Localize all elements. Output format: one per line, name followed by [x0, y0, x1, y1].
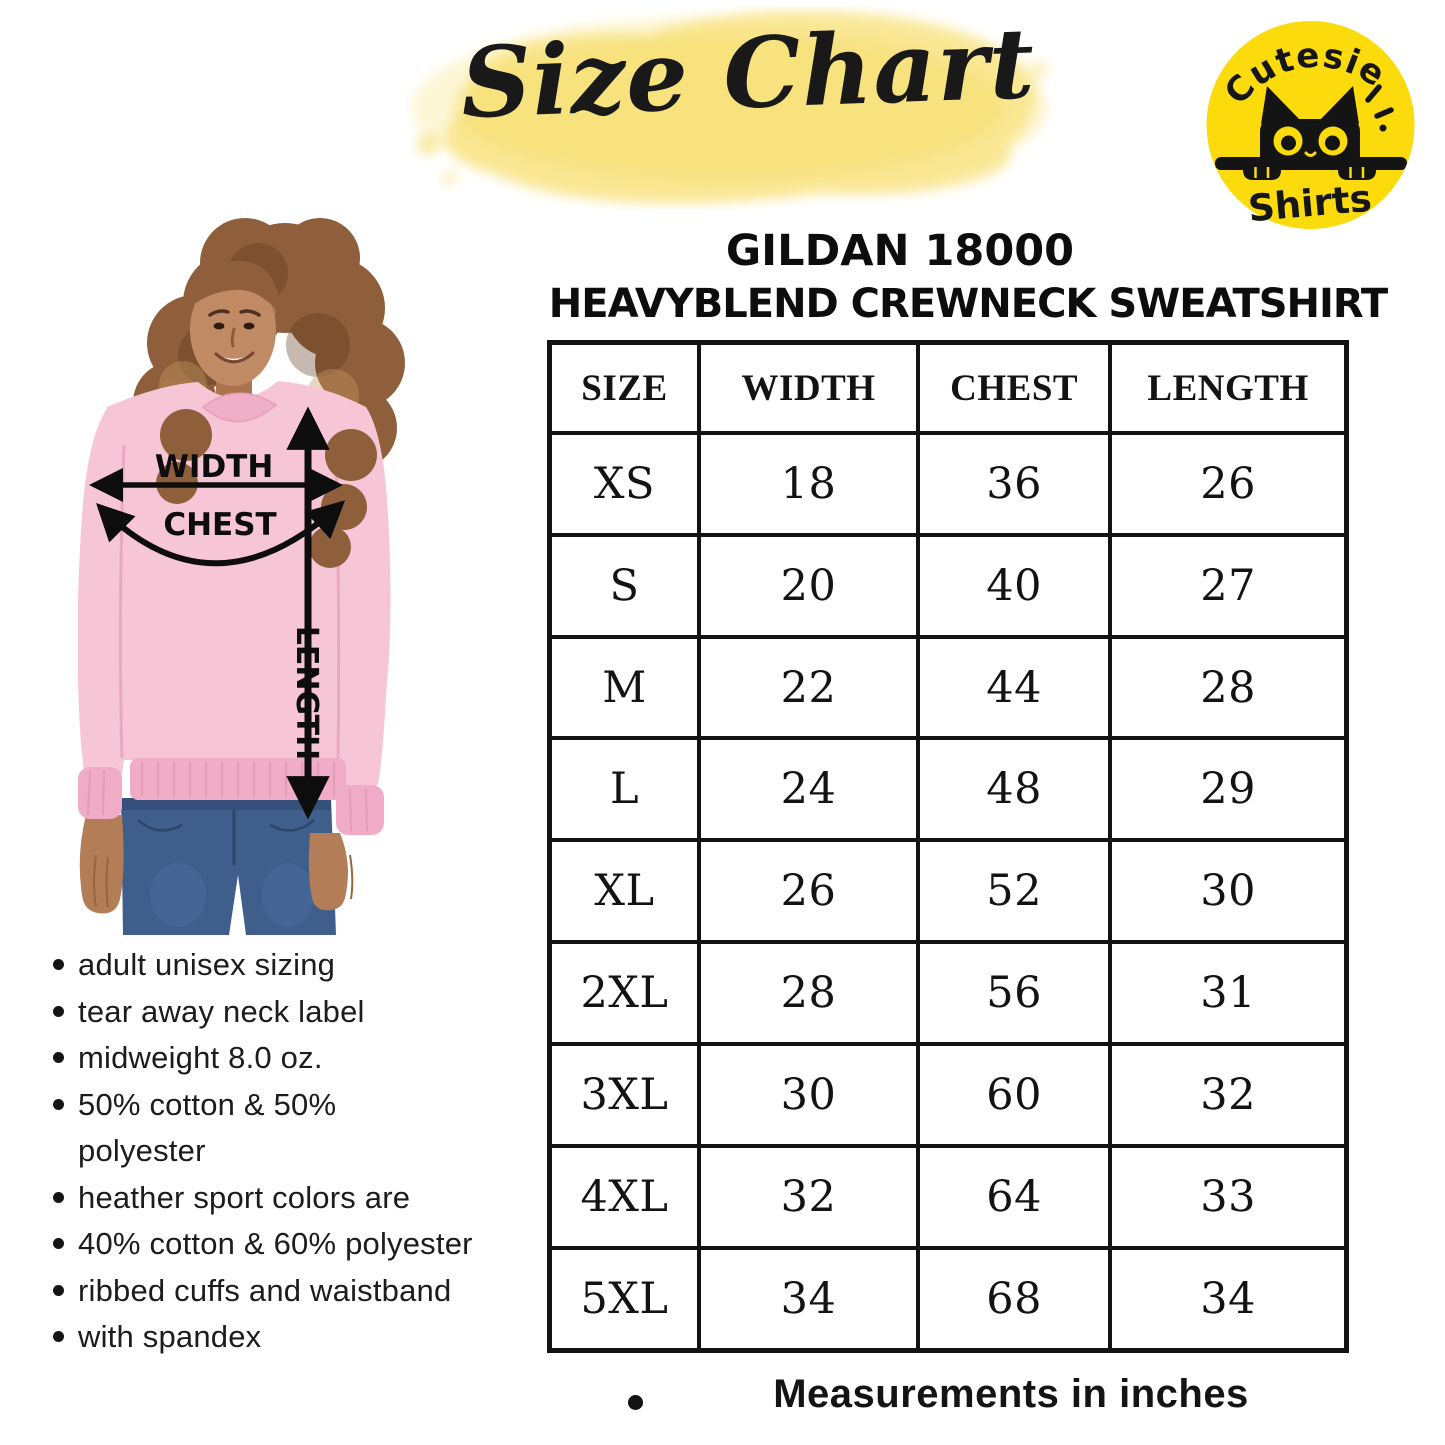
column-header: WIDTH — [696, 340, 921, 435]
value-cell: 68 — [916, 1245, 1113, 1353]
feature-item: midweight 8.0 oz. — [45, 1035, 561, 1082]
table-row: 3XL 30 60 32 — [547, 1041, 1349, 1148]
value-cell: 30 — [1108, 838, 1349, 945]
cat-mascot-icon — [1215, 84, 1407, 180]
value-cell: 30 — [696, 1041, 921, 1148]
logo-brand-bottom: Shirts — [1246, 177, 1373, 231]
size-cell: 3XL — [547, 1041, 701, 1148]
page-title: Size Chart — [459, 6, 1037, 140]
value-cell: 26 — [696, 838, 921, 945]
feature-item: 50% cotton & 50% polyester — [45, 1082, 561, 1175]
value-cell: 28 — [1108, 634, 1349, 741]
size-cell: 2XL — [547, 940, 701, 1046]
column-header: SIZE — [547, 340, 701, 435]
product-subtitle: HEAVYBLEND CREWNECK SWEATSHIRT — [548, 281, 1388, 327]
value-cell: 52 — [916, 838, 1113, 945]
table-row: 2XL 28 56 31 — [547, 940, 1349, 1046]
feature-item: ribbed cuffs and waistband — [45, 1268, 561, 1315]
sparkle-marks-icon — [1365, 84, 1394, 132]
footer-note: Measurements in inches — [773, 1372, 1249, 1416]
table-row: 4XL 32 64 33 — [547, 1143, 1349, 1250]
value-cell: 36 — [916, 431, 1113, 537]
table-row: 5XL 34 68 34 — [547, 1245, 1349, 1353]
value-cell: 22 — [696, 634, 921, 741]
value-cell: 31 — [1108, 940, 1349, 1046]
value-cell: 20 — [696, 532, 921, 639]
size-cell: 5XL — [547, 1245, 701, 1353]
value-cell: 34 — [1108, 1245, 1349, 1353]
size-cell: L — [547, 736, 701, 843]
value-cell: 24 — [696, 736, 921, 843]
feature-item: adult unisex sizing — [45, 942, 561, 989]
table-row: S 20 40 27 — [547, 532, 1349, 639]
column-header: LENGTH — [1108, 340, 1349, 435]
value-cell: 26 — [1108, 431, 1349, 537]
footer-bullet — [628, 1395, 643, 1410]
value-cell: 60 — [916, 1041, 1113, 1148]
features-list: adult unisex sizing tear away neck label m… — [45, 942, 561, 1361]
length-label: LENGTH — [289, 626, 324, 760]
watercolor-splash-icon — [412, 10, 1048, 204]
feature-item: tear away neck label — [45, 989, 561, 1036]
size-cell: M — [547, 634, 701, 741]
model-hands — [79, 815, 354, 914]
value-cell: 56 — [916, 940, 1113, 1046]
brand-logo: Cutesie Shirts — [1206, 21, 1415, 231]
value-cell: 44 — [916, 634, 1113, 741]
value-cell: 32 — [1108, 1041, 1349, 1148]
feature-item: heather sport colors are — [45, 1175, 561, 1222]
feature-item: with spandex — [45, 1314, 561, 1361]
model-photo: WIDTH CHEST LENGTH — [77, 215, 468, 935]
size-table: SIZE WIDTH CHEST LENGTH XS 18 36 26 S 20 40 27 M 22 4… — [547, 340, 1349, 1353]
value-cell: 33 — [1108, 1143, 1349, 1250]
value-cell: 18 — [696, 431, 921, 537]
value-cell: 27 — [1108, 532, 1349, 639]
value-cell: 64 — [916, 1143, 1113, 1250]
size-table-body: XS 18 36 26 S 20 40 27 M 22 44 28 L 24 48 29 XL 26 52 30 2XL… — [547, 431, 1349, 1353]
value-cell: 40 — [916, 532, 1113, 639]
size-cell: 4XL — [547, 1143, 701, 1250]
value-cell: 34 — [696, 1245, 921, 1353]
table-row: XS 18 36 26 — [547, 431, 1349, 537]
measurement-arrows — [88, 406, 346, 820]
table-header-row: SIZE WIDTH CHEST LENGTH — [547, 340, 1349, 435]
table-row: M 22 44 28 — [547, 634, 1349, 741]
table-row: L 24 48 29 — [547, 736, 1349, 843]
model-jeans — [121, 798, 336, 935]
size-cell: XL — [547, 838, 701, 945]
value-cell: 32 — [696, 1143, 921, 1250]
size-cell: XS — [547, 431, 701, 537]
value-cell: 48 — [916, 736, 1113, 843]
table-row: XL 26 52 30 — [547, 838, 1349, 945]
value-cell: 29 — [1108, 736, 1349, 843]
product-name: GILDAN 18000 — [725, 226, 1075, 276]
size-cell: S — [547, 532, 701, 639]
feature-item: 40% cotton & 60% polyester — [45, 1221, 561, 1268]
chest-label: CHEST — [163, 507, 276, 543]
column-header: CHEST — [916, 340, 1113, 435]
value-cell: 28 — [696, 940, 921, 1046]
width-label: WIDTH — [155, 449, 274, 485]
